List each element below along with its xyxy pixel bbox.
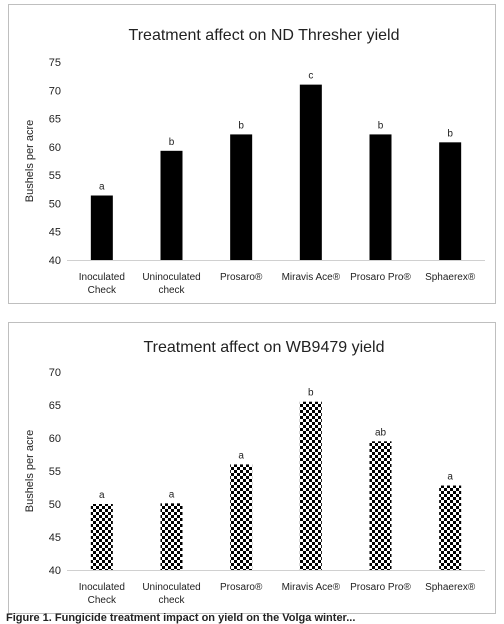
bar bbox=[160, 150, 183, 260]
bar bbox=[369, 134, 392, 260]
y-tick-label: 65 bbox=[49, 400, 61, 412]
category-label: check bbox=[158, 595, 185, 606]
category-label: Miravis Ace® bbox=[282, 272, 341, 283]
y-tick-label: 40 bbox=[49, 565, 61, 577]
category-label: Prosaro® bbox=[220, 582, 263, 593]
bar bbox=[439, 485, 462, 570]
chart-title: Treatment affect on ND Thresher yield bbox=[129, 27, 400, 44]
data-label: a bbox=[238, 450, 244, 461]
category-label: Uninoculated bbox=[142, 582, 200, 593]
y-tick-label: 75 bbox=[49, 57, 61, 69]
y-tick-label: 65 bbox=[49, 114, 61, 126]
y-tick-label: 55 bbox=[49, 466, 61, 478]
data-label: b bbox=[169, 137, 175, 148]
data-label: a bbox=[99, 490, 105, 501]
bar bbox=[439, 142, 462, 260]
data-label: b bbox=[378, 120, 384, 131]
bar bbox=[90, 195, 113, 260]
chart-title: Treatment affect on WB9479 yield bbox=[143, 339, 384, 356]
category-label: Inoculated bbox=[79, 582, 125, 593]
data-label: a bbox=[169, 489, 175, 500]
category-label: Prosaro Pro® bbox=[350, 272, 411, 283]
y-axis-label: Bushels per acre bbox=[24, 120, 36, 203]
y-tick-label: 40 bbox=[49, 255, 61, 267]
data-label: ab bbox=[375, 427, 387, 438]
bar bbox=[160, 503, 183, 570]
bar bbox=[299, 84, 322, 260]
category-label: Prosaro® bbox=[220, 272, 263, 283]
data-label: a bbox=[447, 472, 453, 483]
category-label: Sphaerex® bbox=[425, 582, 476, 593]
category-label: Prosaro Pro® bbox=[350, 582, 411, 593]
y-tick-label: 60 bbox=[49, 433, 61, 445]
category-label: check bbox=[158, 285, 185, 296]
category-label: Inoculated bbox=[79, 272, 125, 283]
figure-caption: Figure 1. Fungicide treatment impact on … bbox=[6, 612, 356, 624]
y-tick-label: 55 bbox=[49, 170, 61, 182]
bar bbox=[299, 401, 322, 570]
bar bbox=[90, 504, 113, 570]
chart-nd-thresher: Treatment affect on ND Thresher yield Bus… bbox=[24, 27, 485, 296]
data-label: a bbox=[99, 182, 105, 193]
category-label: Check bbox=[88, 595, 117, 606]
bar bbox=[230, 134, 253, 260]
y-tick-label: 60 bbox=[49, 142, 61, 154]
category-label: Check bbox=[88, 285, 117, 296]
chart-panel-wb9479: Treatment affect on WB9479 yield Bushels … bbox=[8, 322, 496, 614]
y-tick-label: 70 bbox=[49, 367, 61, 379]
data-label: c bbox=[308, 71, 313, 82]
y-tick-label: 45 bbox=[49, 532, 61, 544]
y-tick-label: 50 bbox=[49, 198, 61, 210]
category-label: Uninoculated bbox=[142, 272, 200, 283]
bar bbox=[369, 441, 392, 570]
data-label: b bbox=[308, 388, 314, 399]
category-label: Sphaerex® bbox=[425, 272, 476, 283]
chart-panel-nd-thresher: Treatment affect on ND Thresher yield Bus… bbox=[8, 4, 496, 304]
y-tick-label: 50 bbox=[49, 499, 61, 511]
data-label: b bbox=[447, 128, 453, 139]
category-label: Miravis Ace® bbox=[282, 582, 341, 593]
y-tick-label: 45 bbox=[49, 227, 61, 239]
y-tick-label: 70 bbox=[49, 85, 61, 97]
chart-wb9479: Treatment affect on WB9479 yield Bushels … bbox=[24, 339, 485, 606]
bar bbox=[230, 464, 253, 570]
data-label: b bbox=[238, 120, 244, 131]
y-axis-label: Bushels per acre bbox=[24, 430, 36, 513]
